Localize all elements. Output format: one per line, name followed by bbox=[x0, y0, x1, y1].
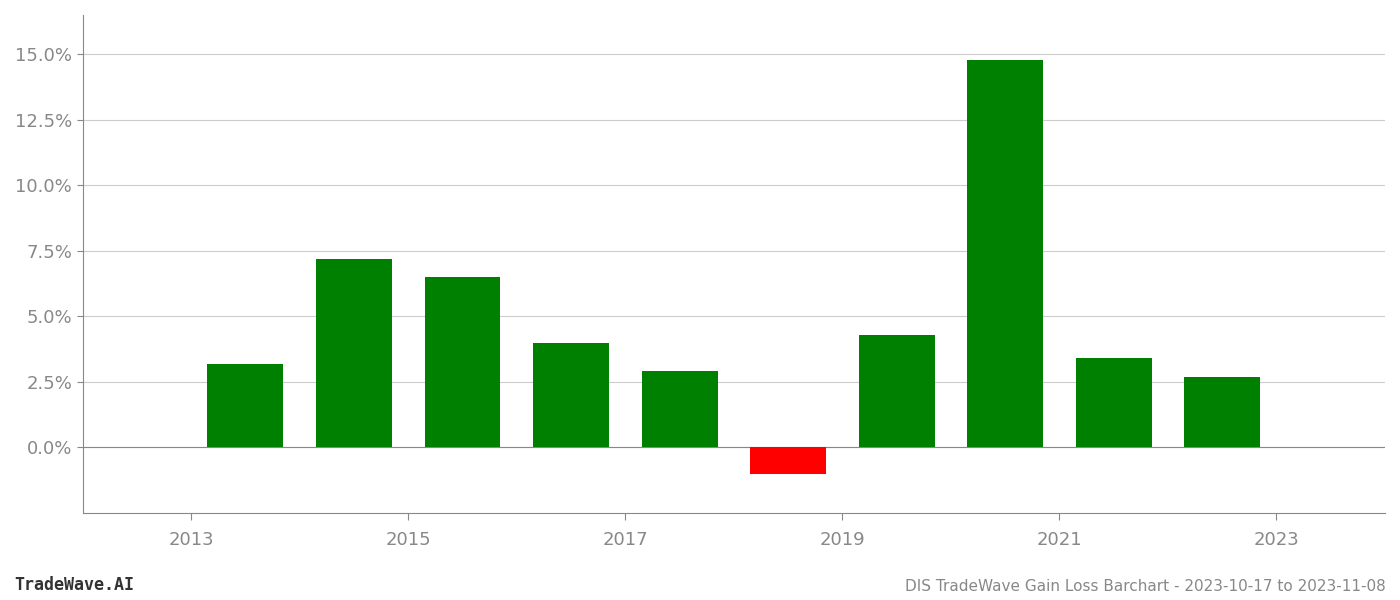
Bar bbox=[424, 277, 500, 448]
Text: DIS TradeWave Gain Loss Barchart - 2023-10-17 to 2023-11-08: DIS TradeWave Gain Loss Barchart - 2023-… bbox=[906, 579, 1386, 594]
Bar bbox=[316, 259, 392, 448]
Bar bbox=[533, 343, 609, 448]
Bar bbox=[967, 59, 1043, 448]
Bar bbox=[207, 364, 283, 448]
Bar bbox=[641, 371, 718, 448]
Bar bbox=[750, 448, 826, 473]
Bar bbox=[1184, 377, 1260, 448]
Text: TradeWave.AI: TradeWave.AI bbox=[14, 576, 134, 594]
Bar bbox=[858, 335, 935, 448]
Bar bbox=[1075, 358, 1152, 448]
